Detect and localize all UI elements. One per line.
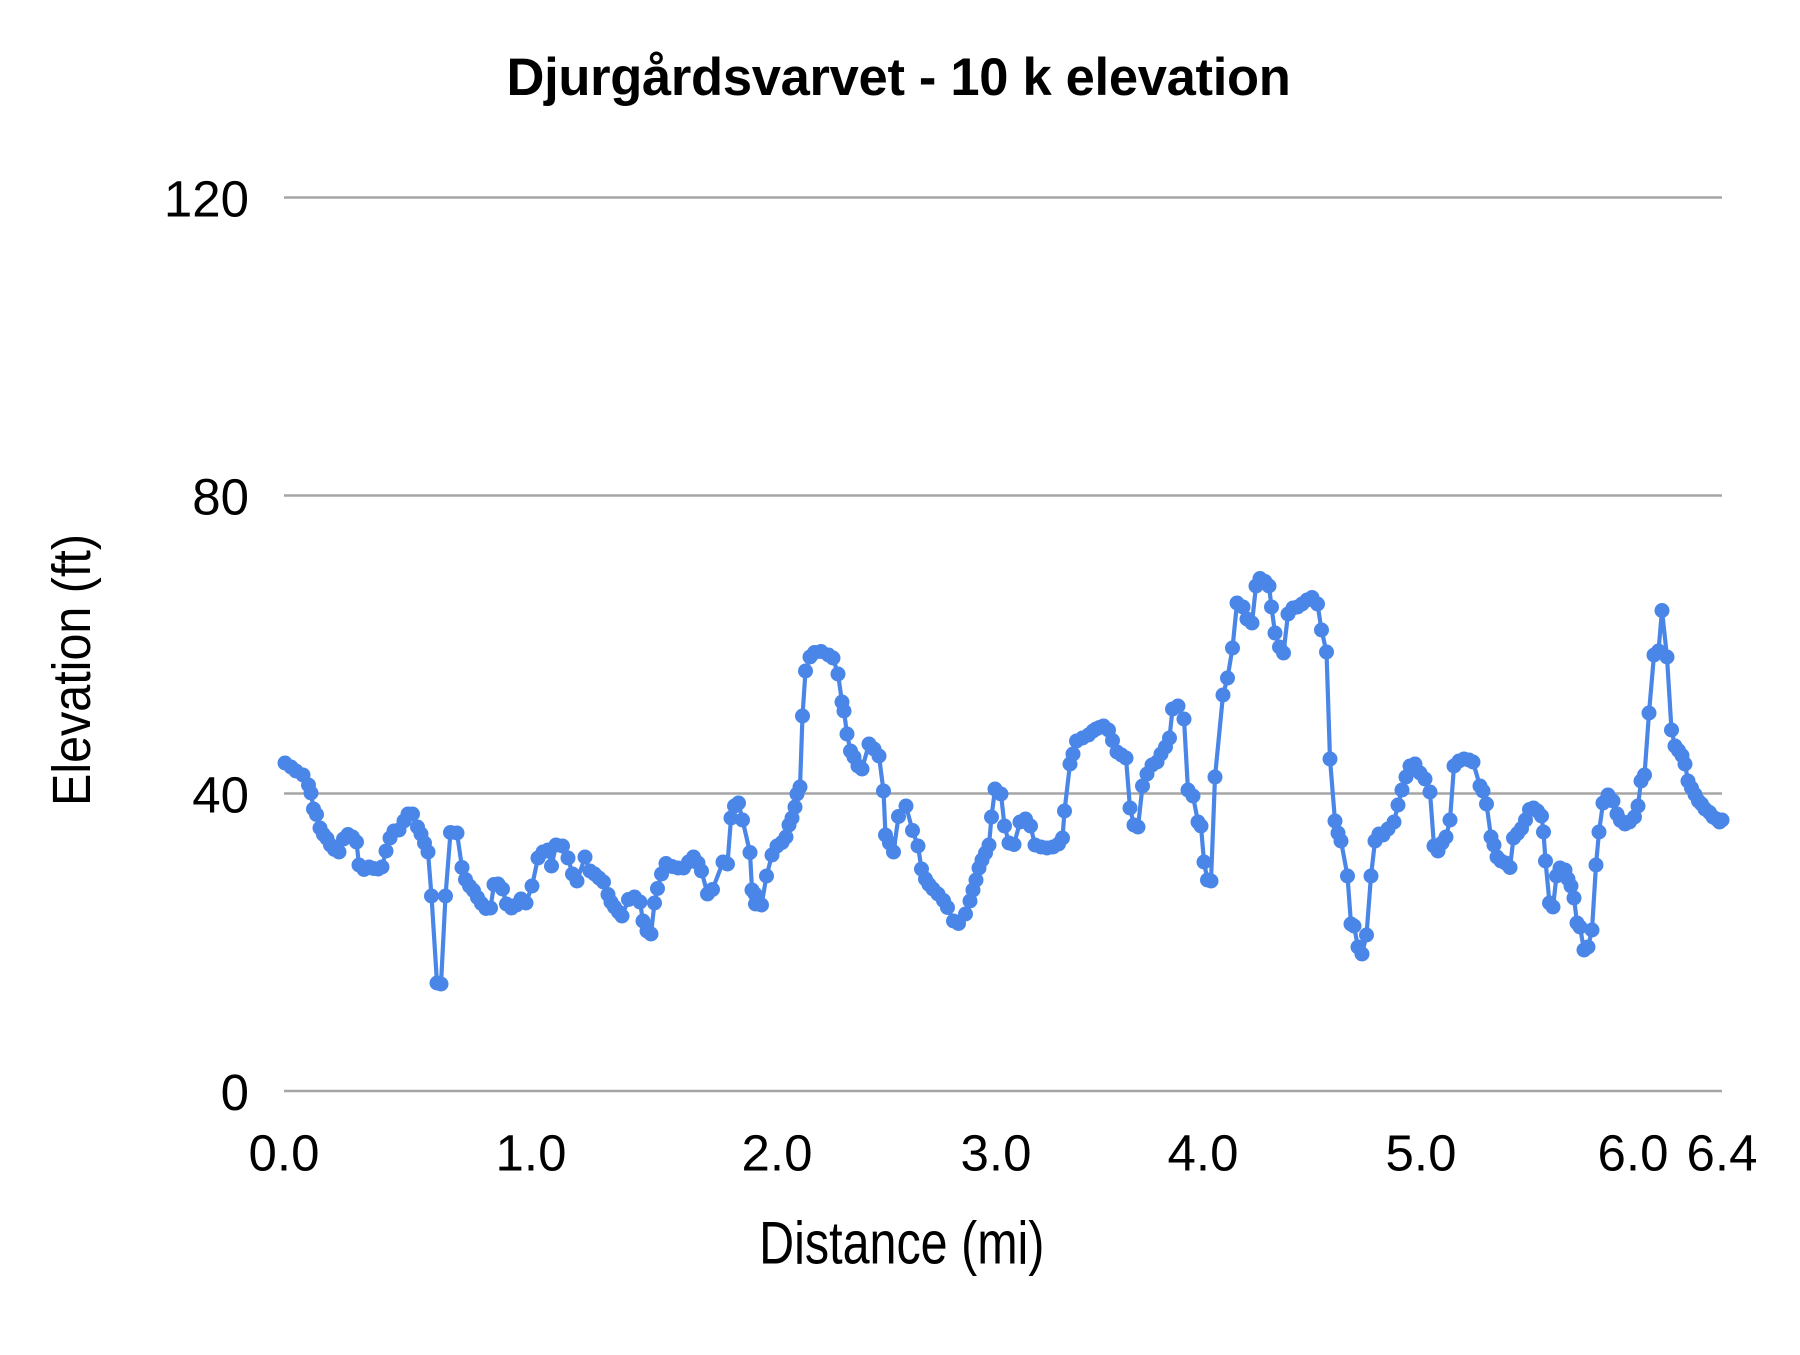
svg-text:Distance (mi): Distance (mi): [759, 1210, 1044, 1277]
svg-text:Elevation (ft): Elevation (ft): [42, 534, 102, 806]
svg-text:4.0: 4.0: [1168, 1125, 1239, 1182]
svg-text:80: 80: [192, 469, 249, 526]
svg-text:6.4: 6.4: [1687, 1125, 1758, 1182]
svg-text:0.0: 0.0: [249, 1125, 320, 1182]
svg-text:Djurgårdsvarvet - 10 k elevati: Djurgårdsvarvet - 10 k elevation: [506, 48, 1290, 107]
svg-text:5.0: 5.0: [1386, 1125, 1457, 1182]
svg-text:3.0: 3.0: [961, 1125, 1032, 1182]
svg-text:40: 40: [192, 767, 249, 824]
svg-text:1.0: 1.0: [496, 1125, 567, 1182]
svg-text:2.0: 2.0: [742, 1125, 813, 1182]
svg-text:120: 120: [164, 171, 249, 228]
svg-text:6.0: 6.0: [1598, 1125, 1669, 1182]
svg-text:0: 0: [221, 1064, 249, 1121]
